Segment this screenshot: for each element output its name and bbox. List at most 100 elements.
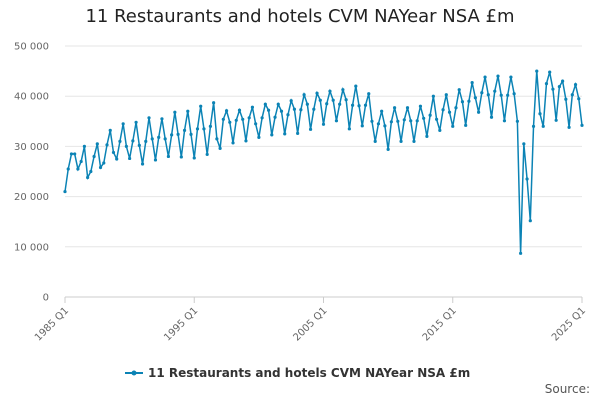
data-point[interactable] — [538, 112, 542, 116]
data-point[interactable] — [580, 123, 584, 127]
data-point[interactable] — [405, 106, 410, 110]
data-point[interactable] — [535, 69, 539, 73]
data-point[interactable] — [144, 139, 148, 143]
data-point[interactable] — [121, 122, 125, 126]
data-point[interactable] — [386, 147, 390, 152]
data-point[interactable] — [66, 167, 70, 171]
data-point[interactable] — [157, 135, 161, 139]
data-point[interactable] — [192, 156, 196, 160]
data-point[interactable] — [354, 84, 358, 88]
data-point[interactable] — [573, 83, 578, 87]
data-point[interactable] — [334, 119, 339, 123]
data-point[interactable] — [63, 189, 67, 194]
data-point[interactable] — [483, 75, 487, 79]
data-point[interactable] — [263, 102, 267, 106]
data-point[interactable] — [279, 109, 284, 113]
data-point[interactable] — [105, 143, 109, 147]
data-point[interactable] — [257, 135, 261, 139]
data-point[interactable] — [415, 119, 419, 123]
data-point[interactable] — [502, 119, 507, 123]
data-point[interactable] — [528, 219, 532, 223]
data-point[interactable] — [496, 74, 500, 78]
data-point[interactable] — [308, 127, 313, 131]
data-point[interactable] — [467, 99, 471, 103]
data-point[interactable] — [477, 110, 481, 114]
data-point[interactable] — [541, 124, 545, 128]
data-point[interactable] — [548, 70, 552, 74]
data-point[interactable] — [315, 91, 319, 95]
data-point[interactable] — [357, 104, 361, 108]
data-point[interactable] — [134, 120, 138, 124]
data-point[interactable] — [506, 93, 510, 97]
data-point[interactable] — [577, 97, 581, 101]
data-point[interactable] — [241, 117, 245, 121]
data-point[interactable] — [237, 108, 242, 112]
data-point[interactable] — [73, 152, 77, 156]
data-point[interactable] — [218, 146, 222, 151]
data-point[interactable] — [338, 102, 342, 106]
data-point[interactable] — [438, 128, 442, 132]
data-point[interactable] — [570, 93, 574, 97]
data-point[interactable] — [328, 89, 332, 93]
data-point[interactable] — [202, 127, 206, 131]
data-point[interactable] — [305, 102, 309, 106]
data-point[interactable] — [108, 128, 112, 132]
data-point[interactable] — [554, 118, 558, 122]
data-point[interactable] — [208, 124, 213, 128]
data-point[interactable] — [493, 89, 497, 93]
data-point[interactable] — [341, 88, 345, 92]
data-point[interactable] — [186, 109, 190, 113]
data-point[interactable] — [276, 102, 280, 106]
data-point[interactable] — [363, 103, 368, 107]
data-point[interactable] — [79, 159, 83, 164]
data-point[interactable] — [564, 97, 568, 101]
data-point[interactable] — [464, 123, 468, 127]
data-point[interactable] — [89, 169, 93, 174]
data-point[interactable] — [486, 93, 490, 97]
data-point[interactable] — [273, 115, 277, 119]
data-point[interactable] — [457, 88, 461, 92]
data-point[interactable] — [199, 104, 203, 108]
data-point[interactable] — [512, 92, 516, 96]
data-point[interactable] — [205, 152, 209, 157]
data-point[interactable] — [312, 107, 316, 111]
data-point[interactable] — [444, 93, 448, 97]
data-point[interactable] — [551, 87, 555, 91]
data-point[interactable] — [228, 120, 232, 124]
data-point[interactable] — [95, 142, 99, 146]
data-point[interactable] — [102, 161, 106, 165]
data-point[interactable] — [153, 158, 158, 162]
data-point[interactable] — [302, 93, 306, 97]
data-point[interactable] — [428, 113, 432, 117]
data-point[interactable] — [509, 75, 513, 79]
data-point[interactable] — [69, 152, 74, 156]
data-point[interactable] — [182, 128, 187, 132]
data-point[interactable] — [402, 118, 406, 122]
data-point[interactable] — [422, 116, 426, 120]
data-point[interactable] — [451, 124, 455, 128]
data-point[interactable] — [383, 124, 387, 128]
data-point[interactable] — [441, 108, 445, 112]
data-point[interactable] — [111, 150, 116, 155]
data-point[interactable] — [373, 139, 377, 143]
data-point[interactable] — [499, 93, 503, 97]
data-point[interactable] — [392, 106, 397, 110]
data-point[interactable] — [140, 162, 145, 166]
data-point[interactable] — [173, 110, 177, 114]
data-point[interactable] — [147, 116, 151, 120]
data-point[interactable] — [137, 143, 141, 147]
data-point[interactable] — [98, 165, 103, 170]
data-point[interactable] — [480, 91, 484, 95]
data-point[interactable] — [283, 132, 287, 136]
data-point[interactable] — [170, 133, 174, 137]
data-point[interactable] — [522, 142, 526, 146]
data-point[interactable] — [376, 122, 381, 126]
data-point[interactable] — [447, 110, 452, 114]
data-point[interactable] — [131, 139, 135, 143]
data-point[interactable] — [163, 137, 167, 141]
data-point[interactable] — [250, 105, 255, 109]
data-point[interactable] — [470, 81, 474, 85]
data-point[interactable] — [519, 251, 523, 255]
data-point[interactable] — [215, 137, 219, 141]
data-point[interactable] — [289, 99, 293, 103]
